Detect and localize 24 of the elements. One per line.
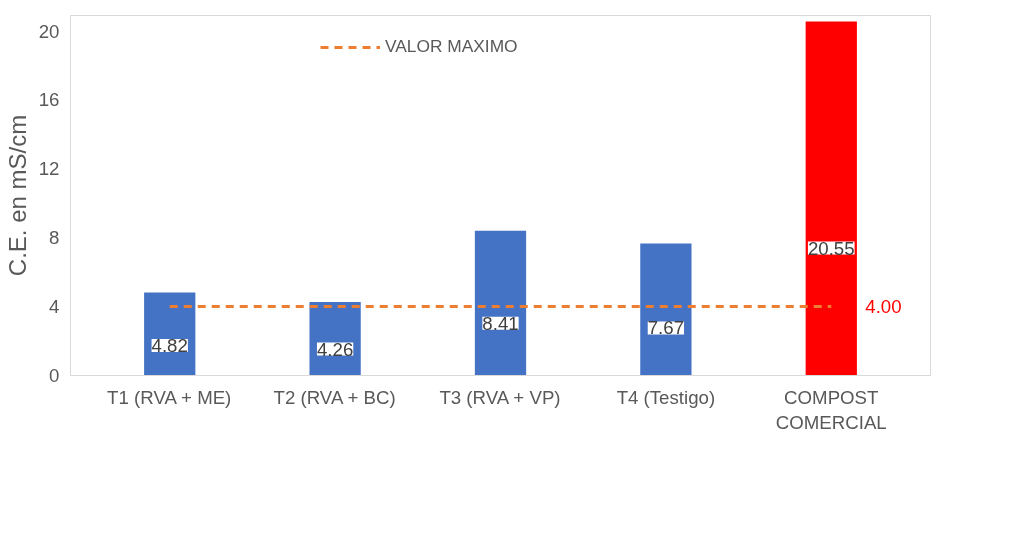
y-axis-title: C.E. en mS/cm bbox=[3, 114, 31, 277]
data-label: 4.82 bbox=[151, 335, 188, 357]
y-tick-label: 0 bbox=[49, 365, 60, 386]
y-tick-label: 20 bbox=[38, 20, 60, 42]
x-tick-label: T4 (Testigo) bbox=[616, 386, 716, 408]
data-label: 20.55 bbox=[807, 237, 855, 259]
bar bbox=[144, 292, 196, 376]
bar bbox=[474, 230, 527, 376]
y-tick-label: 12 bbox=[38, 158, 60, 180]
data-label: 4.26 bbox=[316, 338, 354, 360]
data-label: 8.41 bbox=[482, 312, 519, 334]
bar bbox=[640, 243, 692, 376]
y-tick-label: 4 bbox=[49, 296, 60, 318]
x-tick-label: T3 (RVA + VP) bbox=[439, 386, 561, 408]
x-tick-label: T1 (RVA + ME) bbox=[107, 386, 232, 408]
data-label: 7.67 bbox=[647, 317, 685, 339]
x-tick-label: T2 (RVA + BC) bbox=[273, 386, 396, 408]
bar bbox=[309, 302, 361, 376]
data-label: 4.00 bbox=[865, 296, 902, 318]
x-tick-label: COMPOST COMERCIAL bbox=[775, 386, 887, 433]
legend-label: VALOR MAXIMO bbox=[385, 36, 518, 57]
y-tick-label: 8 bbox=[49, 227, 60, 249]
y-tick-label: 16 bbox=[38, 89, 60, 111]
bar bbox=[805, 21, 857, 376]
